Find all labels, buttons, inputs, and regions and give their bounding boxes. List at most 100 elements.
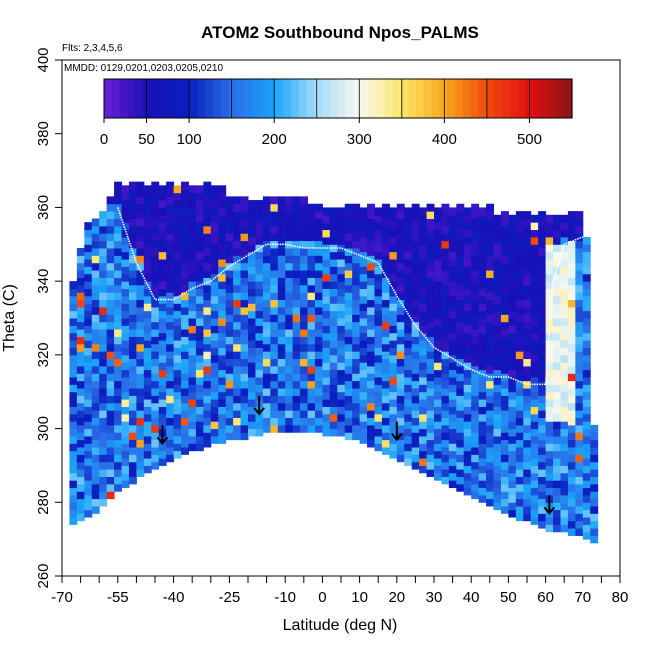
heat-cell xyxy=(166,417,175,426)
x-tick-label: 40 xyxy=(463,589,480,606)
heat-cell xyxy=(173,192,182,201)
heat-cell xyxy=(210,295,219,304)
heat-cell xyxy=(121,472,130,481)
heat-cell xyxy=(255,236,264,245)
heat-cell xyxy=(463,362,472,371)
heat-cell xyxy=(456,299,465,308)
heat-cell xyxy=(538,476,547,485)
heat-cell xyxy=(441,284,450,293)
colorbar-swatch xyxy=(392,79,401,118)
heat-cell xyxy=(121,384,130,393)
heat-cell xyxy=(381,225,390,234)
heat-cell xyxy=(508,318,517,326)
heat-cell xyxy=(181,314,189,323)
heat-cell xyxy=(508,332,517,341)
heat-cell xyxy=(181,189,189,197)
heat-cell xyxy=(344,432,353,441)
heat-cell xyxy=(367,262,375,271)
heat-cell xyxy=(553,251,561,260)
y-tick-label: 400 xyxy=(35,47,52,72)
heat-cell xyxy=(128,196,137,205)
heat-cell xyxy=(128,447,137,455)
colorbar-swatch xyxy=(330,79,339,118)
heat-cell xyxy=(567,270,576,278)
heat-cell xyxy=(203,196,212,205)
heat-cell xyxy=(195,399,204,407)
heat-cell xyxy=(233,211,242,219)
heat-cell xyxy=(285,306,294,315)
heat-cell xyxy=(486,432,495,441)
heat-cell xyxy=(545,399,554,407)
colorbar-tick-label: 0 xyxy=(100,131,108,148)
heat-cell xyxy=(404,318,413,326)
heat-cell xyxy=(486,270,495,278)
heat-cell xyxy=(255,332,264,341)
heat-cell xyxy=(560,295,569,304)
heat-cell xyxy=(441,388,450,396)
heat-cell xyxy=(270,410,279,419)
heat-cell xyxy=(523,233,532,242)
heat-cell xyxy=(255,376,264,385)
heat-cell xyxy=(404,458,413,466)
heat-cell xyxy=(500,292,509,301)
heat-cell xyxy=(560,502,569,511)
x-tick-label: 20 xyxy=(388,589,405,606)
heat-cell xyxy=(434,472,442,481)
heat-cell xyxy=(567,329,576,337)
heat-cell xyxy=(99,255,108,264)
heat-cell xyxy=(114,343,123,352)
heat-cell xyxy=(203,225,212,234)
heat-cell xyxy=(523,513,532,522)
heat-cell xyxy=(508,421,517,430)
heat-cell xyxy=(300,218,309,227)
heat-cell xyxy=(151,314,160,323)
heat-cell xyxy=(411,388,420,396)
heat-cell xyxy=(582,517,591,525)
heat-cell xyxy=(426,402,435,411)
heat-cell xyxy=(567,491,576,500)
colorbar-swatch xyxy=(252,79,261,118)
heat-cell xyxy=(515,299,524,308)
heat-cell xyxy=(121,450,130,459)
heat-cell xyxy=(233,225,242,234)
heat-cell xyxy=(486,439,495,448)
heat-cell xyxy=(434,413,442,422)
heat-cell xyxy=(270,314,279,323)
heat-cell xyxy=(456,483,465,492)
heat-cell xyxy=(210,251,219,260)
heat-cell xyxy=(508,362,517,371)
heat-cell xyxy=(300,292,309,301)
heat-cell xyxy=(530,472,539,481)
heat-cell xyxy=(99,247,108,256)
heat-cell xyxy=(166,233,175,242)
y-tick-label: 380 xyxy=(35,121,52,146)
heat-cell xyxy=(233,358,242,367)
heat-cell xyxy=(300,270,309,278)
heat-cell xyxy=(441,329,450,337)
heat-cell xyxy=(255,229,264,238)
heat-cell xyxy=(545,236,554,245)
heat-cell xyxy=(500,306,509,315)
heat-cell xyxy=(411,343,420,352)
heat-cell xyxy=(285,358,294,367)
heat-cell xyxy=(69,428,78,437)
heat-cell xyxy=(300,402,309,411)
heat-cell xyxy=(203,314,212,323)
heat-cell xyxy=(166,240,175,249)
heat-cell xyxy=(523,321,532,330)
heat-cell xyxy=(307,395,316,404)
heat-cell xyxy=(314,233,323,242)
heat-cell xyxy=(374,266,383,275)
heat-cell xyxy=(389,318,398,326)
heat-cell xyxy=(300,262,309,271)
heat-cell xyxy=(404,266,413,275)
heat-cell xyxy=(285,410,294,419)
heat-cell xyxy=(99,395,108,404)
heat-cell xyxy=(248,384,256,393)
heat-cell xyxy=(69,340,78,348)
heat-cell xyxy=(322,340,331,348)
heat-cell xyxy=(188,391,197,400)
heat-cell xyxy=(441,365,450,374)
heat-cell xyxy=(128,461,137,470)
heat-cell xyxy=(500,314,509,323)
